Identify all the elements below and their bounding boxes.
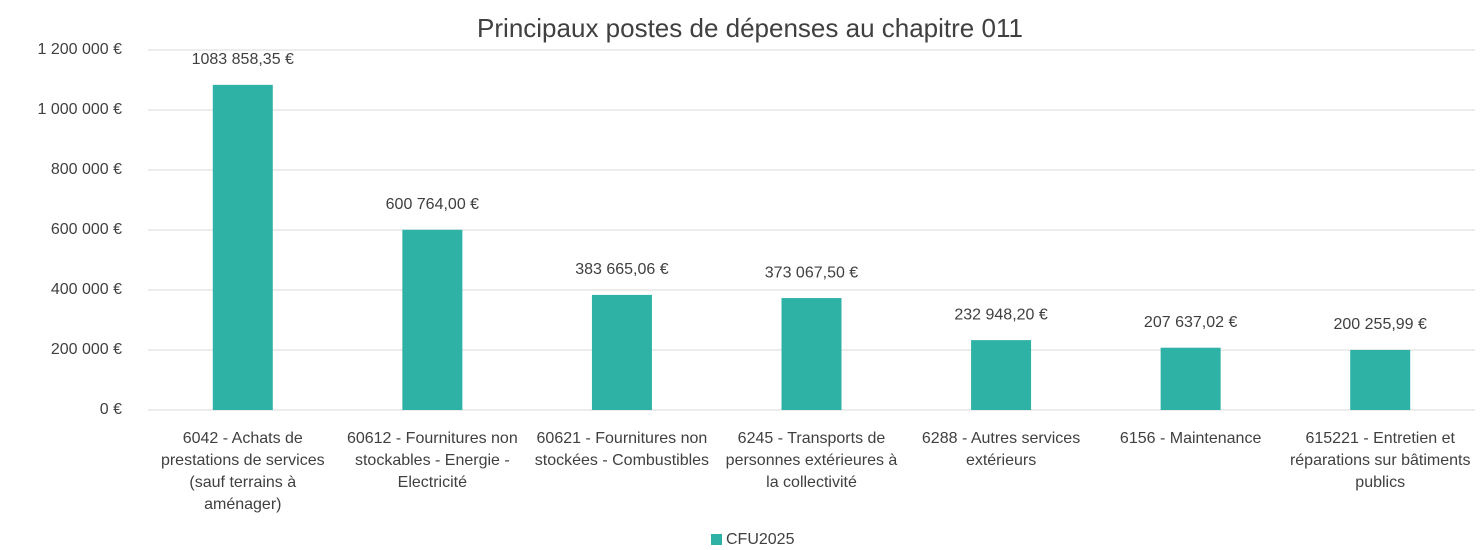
data-label: 200 255,99 €: [1334, 316, 1428, 333]
legend-label: CFU2025: [726, 531, 795, 548]
x-tick-label: 60612 - Fournitures non stockables - Ene…: [346, 430, 518, 491]
data-label: 383 665,06 €: [575, 261, 669, 278]
data-label: 600 764,00 €: [386, 196, 480, 213]
bar: [781, 298, 842, 410]
bar: [591, 294, 652, 410]
y-tick-label: 200 000 €: [51, 341, 122, 358]
x-tick-label: 60621 - Fournitures non stockées - Combu…: [534, 430, 710, 469]
bar: [1160, 347, 1221, 410]
y-tick-label: 0 €: [100, 401, 122, 418]
x-tick-label: 6042 - Achats de prestations de services…: [160, 430, 325, 513]
bar: [402, 229, 463, 410]
y-tick-label: 400 000 €: [51, 281, 122, 298]
bar: [1350, 349, 1411, 410]
y-tick-label: 1 000 000 €: [37, 101, 122, 118]
x-tick-label: 6288 - Autres services extérieurs: [921, 430, 1081, 469]
data-label: 373 067,50 €: [765, 264, 859, 281]
bar: [971, 340, 1032, 410]
y-tick-label: 1 200 000 €: [37, 41, 122, 58]
data-label: 232 948,20 €: [954, 306, 1048, 323]
x-tick-label: 615221 - Entretien et réparations sur bâ…: [1289, 430, 1471, 491]
data-label: 207 637,02 €: [1144, 314, 1238, 331]
x-tick-label: 6156 - Maintenance: [1119, 430, 1262, 447]
legend-swatch: [711, 534, 722, 545]
y-tick-label: 800 000 €: [51, 161, 122, 178]
y-tick-label: 600 000 €: [51, 221, 122, 238]
chart-title: Principaux postes de dépenses au chapitr…: [477, 13, 1023, 43]
x-tick-label: 6245 - Transports de personnes extérieur…: [725, 430, 898, 491]
data-label: 1083 858,35 €: [192, 51, 294, 68]
bar: [212, 84, 273, 410]
